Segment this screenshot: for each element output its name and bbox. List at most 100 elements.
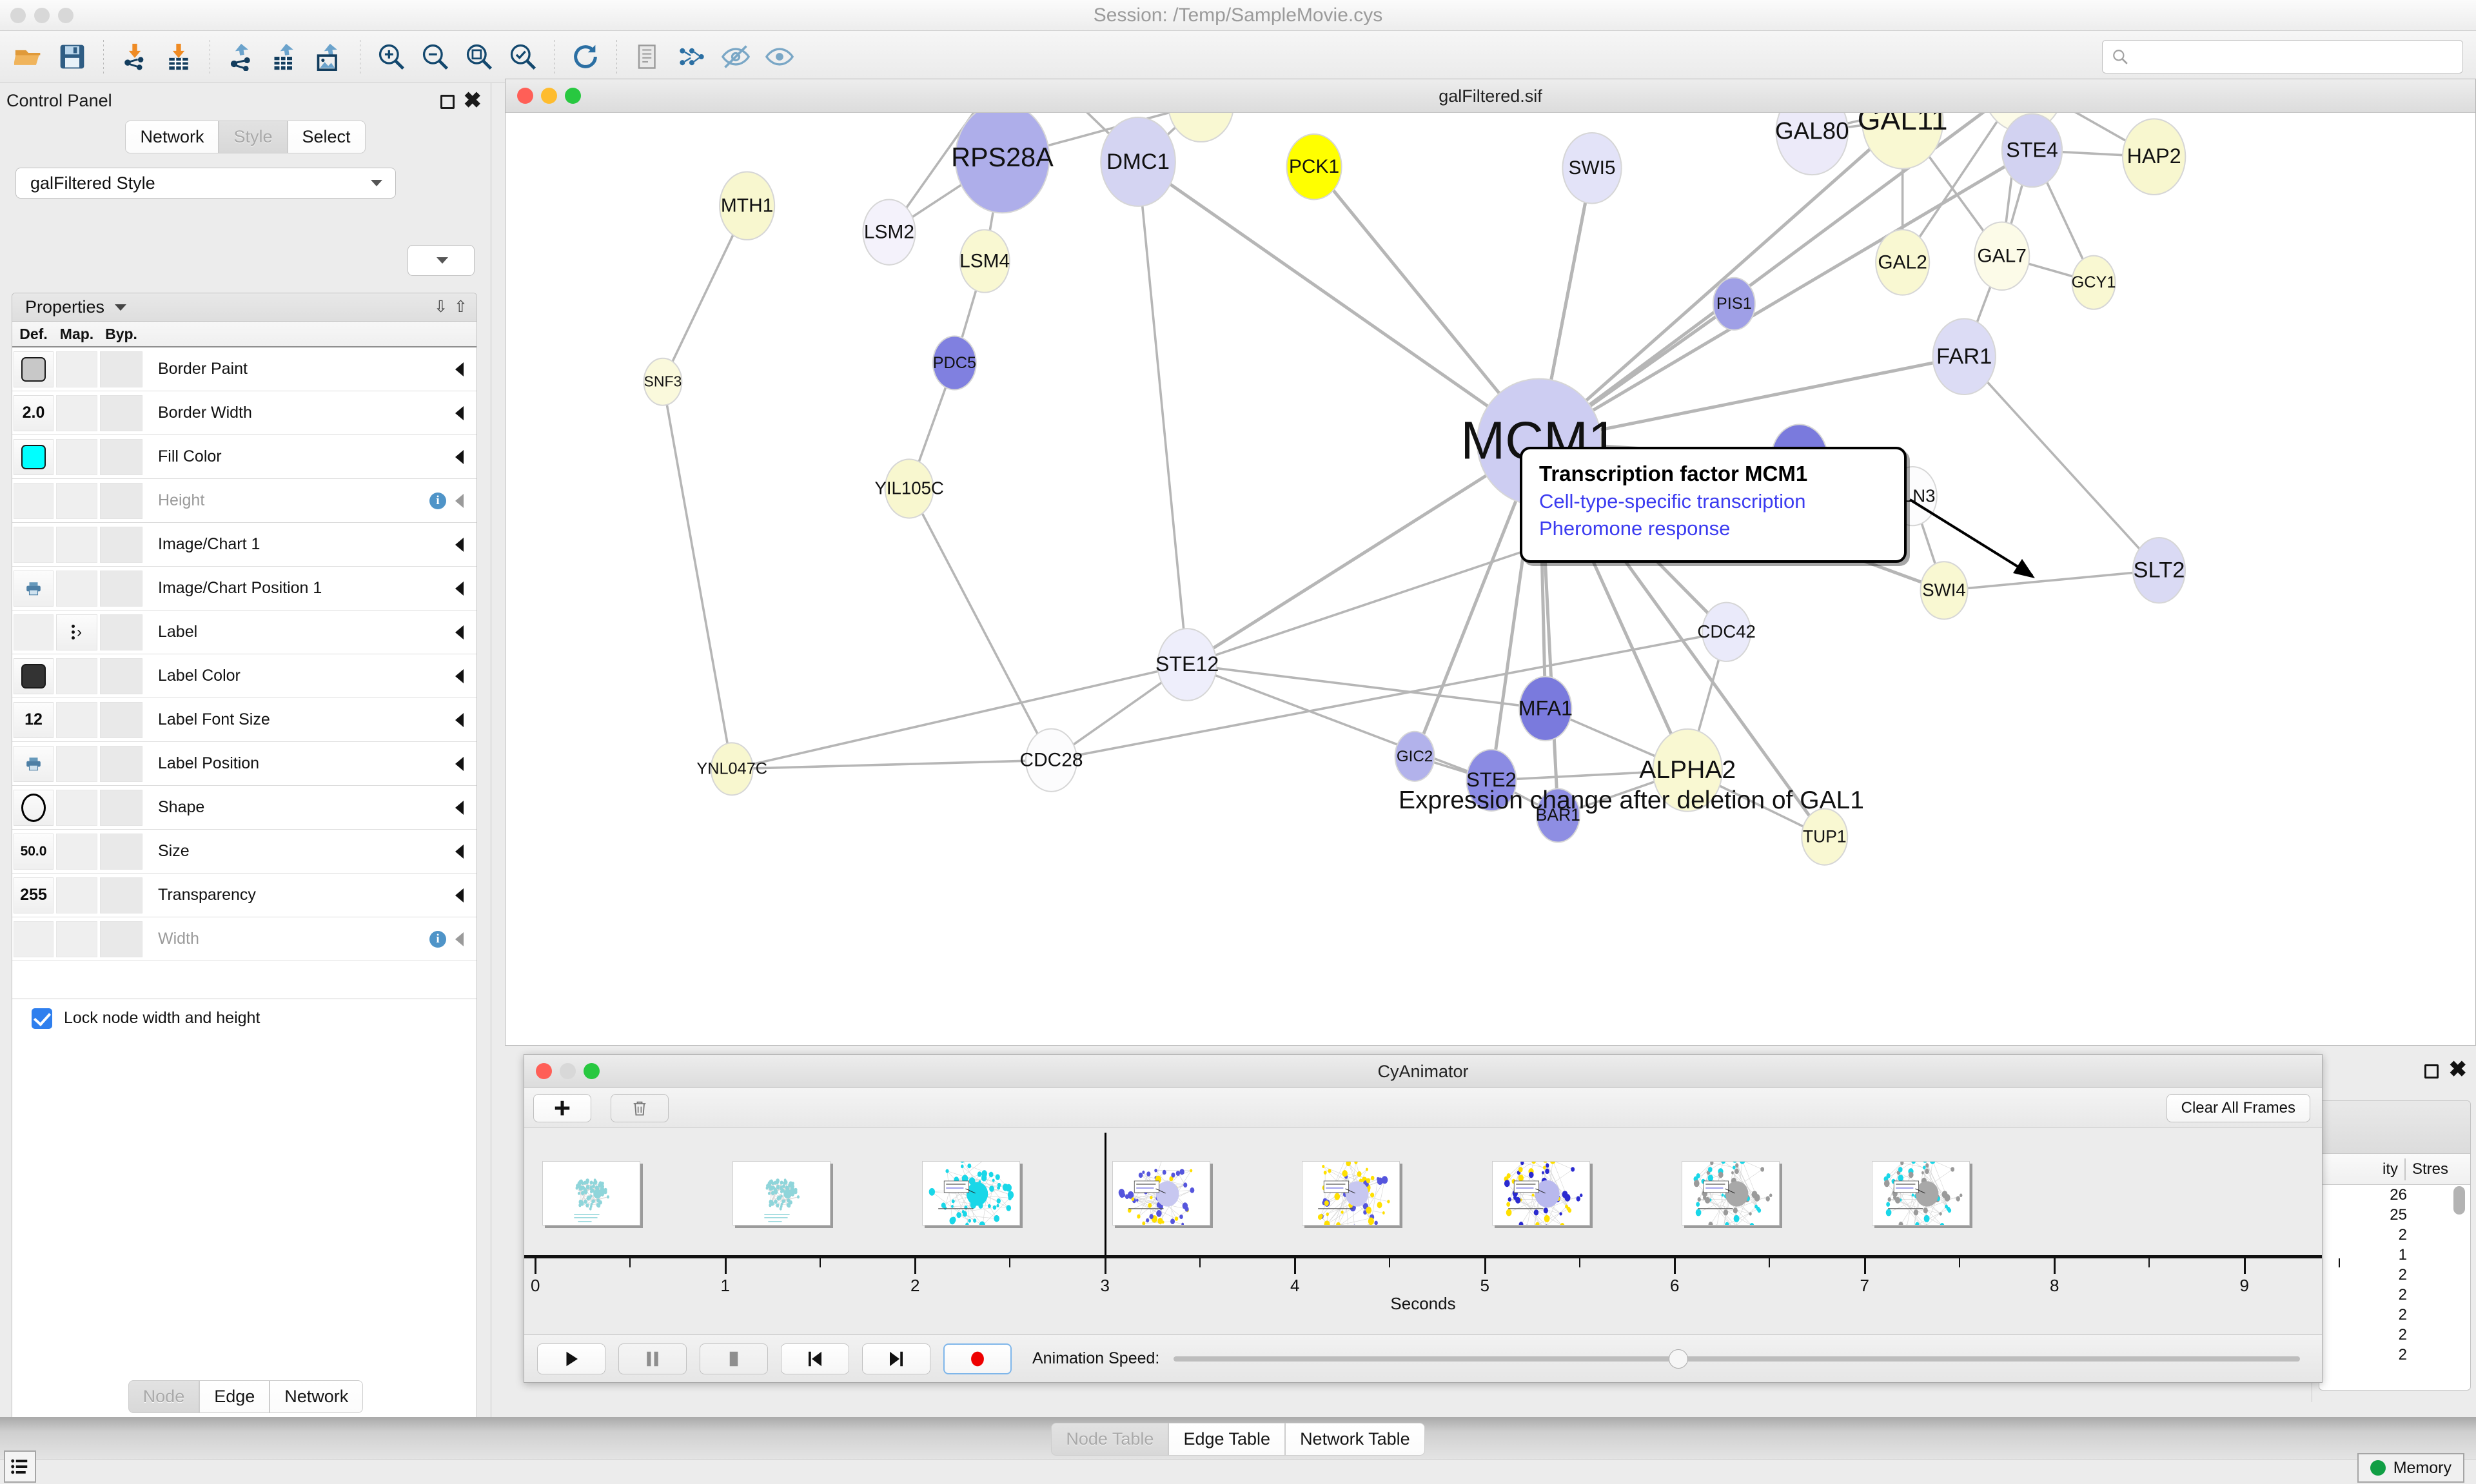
property-default-cell[interactable] [14, 745, 54, 782]
network-node[interactable]: LSM4 [959, 229, 1010, 293]
network-edge[interactable] [908, 488, 1053, 761]
network-edge[interactable] [1963, 355, 2160, 571]
network-node[interactable]: GAL7 [1974, 221, 2030, 291]
step-forward-button[interactable] [862, 1343, 930, 1374]
column-divider[interactable] [2404, 1158, 2406, 1180]
tab-edge[interactable]: Edge [199, 1380, 270, 1413]
property-bypass-cell[interactable] [100, 614, 142, 650]
property-mapping-cell[interactable] [56, 658, 97, 694]
zoom-fit-icon[interactable] [457, 35, 501, 79]
chevron-down-icon[interactable] [115, 304, 127, 311]
network-edge[interactable] [662, 381, 733, 770]
network-node[interactable]: SNF3 [643, 357, 683, 406]
property-default-cell[interactable] [14, 351, 54, 387]
network-node[interactable]: SLT2 [2132, 537, 2186, 604]
style-select-dropdown[interactable]: galFiltered Style [15, 168, 396, 199]
network-edge[interactable] [1538, 113, 2023, 444]
table-row[interactable]: 25 [2390, 1206, 2407, 1224]
window-traffic-lights[interactable] [10, 8, 74, 23]
property-row[interactable]: 50.0 Size [12, 830, 477, 874]
info-icon[interactable]: i [429, 930, 446, 948]
table-row[interactable]: 2 [2398, 1325, 2407, 1343]
network-node[interactable]: HAP2 [2121, 118, 2186, 195]
property-default-cell[interactable] [14, 921, 54, 957]
expand-arrow-icon[interactable] [455, 362, 464, 376]
property-default-cell[interactable]: 2.0 [14, 395, 54, 431]
property-mapping-cell[interactable] [56, 482, 97, 519]
property-row[interactable]: 255 Transparency [12, 874, 477, 917]
network-node[interactable]: YNL047C [696, 742, 767, 796]
expand-arrow-icon[interactable] [455, 800, 464, 815]
table-row[interactable]: 2 [2398, 1305, 2407, 1323]
property-mapping-cell[interactable] [56, 438, 97, 475]
property-row[interactable]: Border Paint [12, 347, 477, 391]
hide-unselected-icon[interactable] [714, 35, 758, 79]
expand-arrow-icon[interactable] [455, 405, 464, 420]
property-mapping-cell[interactable] [56, 833, 97, 870]
network-node[interactable]: YIL105C [874, 458, 944, 519]
property-mapping-cell[interactable] [56, 395, 97, 431]
cyanimator-minimize-button[interactable] [560, 1063, 576, 1079]
info-icon[interactable]: i [429, 492, 446, 509]
property-bypass-cell[interactable] [100, 351, 142, 387]
network-node[interactable]: BAR1 [1536, 788, 1580, 843]
property-default-cell[interactable]: 255 [14, 877, 54, 913]
property-bypass-cell[interactable] [100, 833, 142, 870]
tab-node[interactable]: Node [128, 1380, 200, 1413]
network-edge[interactable] [1538, 355, 1965, 444]
network-edge[interactable] [1943, 569, 2159, 592]
expand-arrow-icon[interactable] [455, 844, 464, 859]
record-button[interactable] [943, 1343, 1012, 1374]
clear-all-frames-button[interactable]: Clear All Frames [2166, 1094, 2310, 1122]
play-button[interactable] [537, 1343, 605, 1374]
add-frame-button[interactable] [533, 1093, 591, 1122]
import-network-icon[interactable] [113, 35, 157, 79]
network-node[interactable]: CDC42 [1697, 601, 1756, 662]
network-node[interactable]: PCK1 [1286, 133, 1342, 200]
network-edge[interactable] [1137, 161, 1188, 665]
network-node[interactable]: SWI4 [1920, 561, 1969, 620]
property-bypass-cell[interactable] [100, 658, 142, 694]
property-row[interactable]: Shape [12, 786, 477, 830]
property-mapping-cell[interactable] [56, 570, 97, 607]
network-node[interactable]: GAL11 [1858, 113, 1948, 170]
export-table-icon[interactable] [263, 35, 307, 79]
network-node[interactable]: LSM2 [862, 199, 916, 266]
expand-arrow-icon[interactable] [455, 669, 464, 683]
mapping-editor-icon[interactable]: › [72, 624, 82, 640]
network-edge[interactable] [1538, 119, 1904, 444]
network-node[interactable]: GIC2 [1394, 730, 1435, 782]
expand-arrow-icon[interactable] [455, 712, 464, 727]
property-mapping-cell[interactable] [56, 921, 97, 957]
property-row[interactable]: Label Position [12, 742, 477, 786]
stop-button[interactable] [700, 1343, 768, 1374]
network-node[interactable]: STE4 [2001, 113, 2063, 188]
timeline-playhead[interactable] [1104, 1133, 1106, 1255]
window-minimize-button[interactable] [34, 8, 50, 23]
network-node[interactable]: SWI5 [1562, 132, 1622, 204]
property-bypass-cell[interactable] [100, 789, 142, 826]
network-node[interactable]: GCY1 [2071, 255, 2116, 310]
network-graph[interactable]: RPS28BDCP1RPS28ADMC1PCK1SWI5GAL80GAL11GA… [506, 113, 2475, 1045]
table-row[interactable]: 2 [2398, 1285, 2407, 1303]
color-swatch[interactable] [21, 444, 46, 469]
property-default-cell[interactable] [14, 614, 54, 650]
network-canvas[interactable]: RPS28BDCP1RPS28ADMC1PCK1SWI5GAL80GAL11GA… [506, 113, 2475, 1045]
zoom-in-icon[interactable] [369, 35, 413, 79]
expand-arrow-icon[interactable] [455, 449, 464, 464]
property-default-cell[interactable]: 50.0 [14, 833, 54, 870]
tab-select[interactable]: Select [287, 121, 366, 153]
property-row[interactable]: Width i [12, 917, 477, 961]
network-node[interactable]: STE2 [1466, 748, 1517, 812]
property-bypass-cell[interactable] [100, 877, 142, 913]
export-image-icon[interactable] [307, 35, 351, 79]
window-close-button[interactable] [10, 8, 26, 23]
network-node[interactable]: DCP1 [1168, 113, 1233, 143]
network-node[interactable]: DMC1 [1100, 116, 1176, 207]
network-node[interactable]: GAL80 [1775, 113, 1849, 176]
network-node[interactable]: PDC5 [932, 335, 977, 391]
expand-arrow-icon[interactable] [455, 493, 464, 508]
property-default-cell[interactable] [14, 482, 54, 519]
expand-arrow-icon[interactable] [455, 932, 464, 946]
tab-node-table[interactable]: Node Table [1051, 1422, 1169, 1456]
